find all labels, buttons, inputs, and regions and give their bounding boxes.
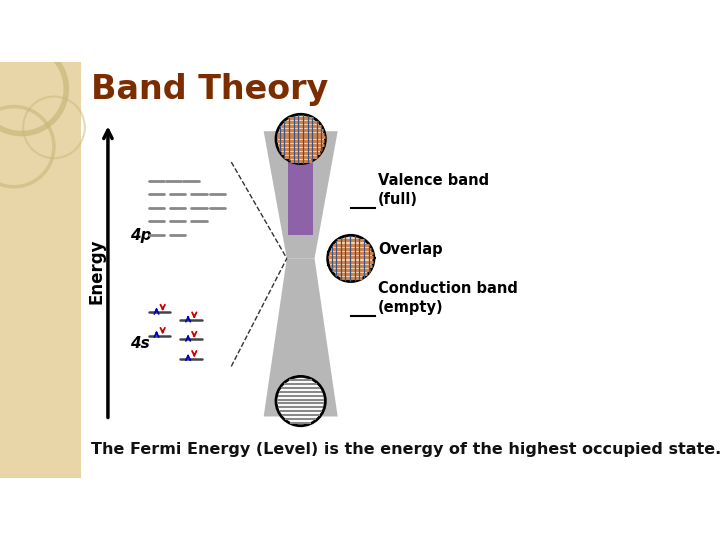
Polygon shape bbox=[264, 131, 338, 259]
Text: Valence band
(full): Valence band (full) bbox=[378, 173, 489, 207]
Bar bbox=[0, 62, 81, 478]
Text: Band Theory: Band Theory bbox=[91, 73, 328, 106]
Text: Energy: Energy bbox=[87, 239, 105, 305]
Circle shape bbox=[276, 114, 325, 164]
Circle shape bbox=[328, 235, 374, 281]
Polygon shape bbox=[264, 259, 338, 416]
Text: The Fermi Energy (Level) is the energy of the highest occupied state.: The Fermi Energy (Level) is the energy o… bbox=[91, 442, 720, 457]
Text: 4p: 4p bbox=[130, 228, 151, 243]
Circle shape bbox=[276, 376, 325, 426]
Text: Overlap: Overlap bbox=[378, 242, 442, 257]
Text: Conduction band
(empty): Conduction band (empty) bbox=[378, 281, 518, 315]
Bar bbox=[288, 139, 313, 235]
Text: 4s: 4s bbox=[130, 336, 149, 351]
Bar bbox=[328, 252, 345, 265]
